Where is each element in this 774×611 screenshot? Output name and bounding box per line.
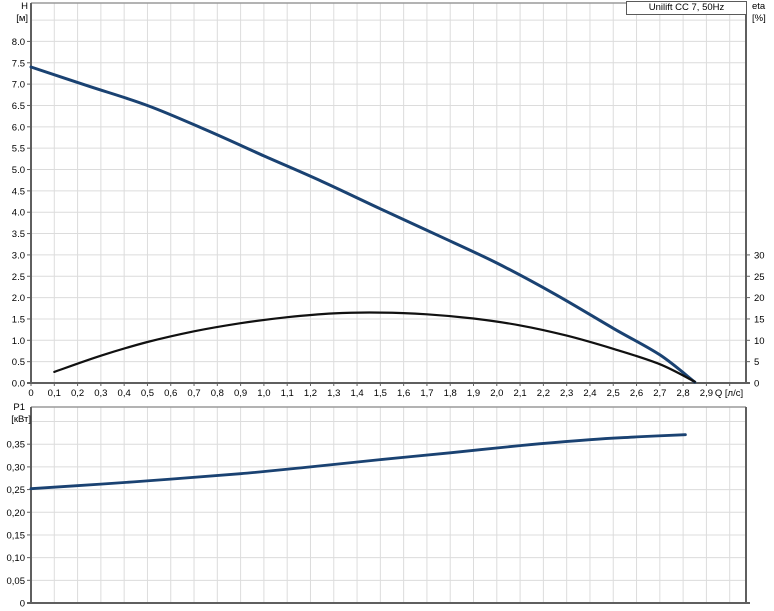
h-axis-label: H <box>21 1 28 12</box>
y-axis-tick-label: 0.0 <box>12 379 25 390</box>
y-axis-tick-label: 0,10 <box>7 553 26 564</box>
y-axis-tick-label: 2.5 <box>12 272 25 283</box>
y-axis-tick-label: 0,25 <box>7 485 26 496</box>
x-axis-tick-label: 1,5 <box>374 388 387 399</box>
x-axis-tick-label: 1,4 <box>350 388 363 399</box>
x-axis-tick-label: 2,0 <box>490 388 503 399</box>
x-axis-tick-label: 1,0 <box>257 388 270 399</box>
x-axis-unit-label: Q [л/с] <box>715 388 743 399</box>
x-axis-tick-label: 2,9 <box>700 388 713 399</box>
x-axis-tick-label: 2,3 <box>560 388 573 399</box>
y-axis-tick-label: 8.0 <box>12 37 25 48</box>
power-curve <box>29 433 687 491</box>
right-axis-tick-label: 25 <box>754 272 765 283</box>
x-axis-tick-label: 0,1 <box>48 388 61 399</box>
y-axis-tick-label: 7.0 <box>12 80 25 91</box>
x-axis-tick-label: 2,8 <box>677 388 690 399</box>
p1-axis-label: P1 <box>13 402 25 413</box>
y-axis-tick-label: 5.0 <box>12 165 25 176</box>
x-axis-tick-label: 2,7 <box>653 388 666 399</box>
chart-title-box: Unilift CC 7, 50Hz <box>626 1 747 15</box>
y-axis-tick-label: 4.0 <box>12 208 25 219</box>
eta-axis-label: eta <box>752 1 766 12</box>
right-axis-tick-label: 20 <box>754 293 765 304</box>
x-axis-tick-label: 1,1 <box>281 388 294 399</box>
eta-axis-unit-label: [%] <box>752 13 766 24</box>
x-axis-tick-label: 1,8 <box>444 388 457 399</box>
y-axis-tick-label: 0,35 <box>7 440 26 451</box>
p1-axis-unit-label: [кВт] <box>11 414 31 425</box>
x-axis-tick-label: 1,3 <box>327 388 340 399</box>
right-axis-tick-label: 0 <box>754 379 759 390</box>
x-axis-tick-label: 2,6 <box>630 388 643 399</box>
x-axis-tick-label: 0 <box>28 388 33 399</box>
x-axis-tick-label: 0,3 <box>94 388 107 399</box>
y-axis-tick-label: 4.5 <box>12 186 25 197</box>
x-axis-tick-label: 1,7 <box>420 388 433 399</box>
x-axis-tick-label: 0,9 <box>234 388 247 399</box>
y-axis-tick-label: 0.5 <box>12 357 25 368</box>
x-axis-tick-label: 2,2 <box>537 388 550 399</box>
right-axis-tick-label: 10 <box>754 336 765 347</box>
y-axis-tick-label: 1.0 <box>12 336 25 347</box>
y-axis-tick-label: 3.0 <box>12 250 25 261</box>
h-axis-unit-label: [м] <box>16 13 28 24</box>
y-axis-tick-label: 0,05 <box>7 576 26 587</box>
y-axis-tick-label: 3.5 <box>12 229 25 240</box>
y-axis-tick-label: 2.0 <box>12 293 25 304</box>
right-axis-tick-label: 15 <box>754 314 765 325</box>
x-axis-tick-label: 0,4 <box>118 388 131 399</box>
x-axis-tick-label: 0,2 <box>71 388 84 399</box>
x-axis-tick-label: 1,6 <box>397 388 410 399</box>
right-axis-tick-label: 30 <box>754 250 765 261</box>
x-axis-tick-label: 2,1 <box>513 388 526 399</box>
y-axis-tick-label: 0,30 <box>7 462 26 473</box>
right-axis-tick-label: 5 <box>754 357 759 368</box>
y-axis-tick-label: 0,15 <box>7 530 26 541</box>
efficiency-curve <box>53 311 696 383</box>
y-axis-tick-label: 6.0 <box>12 122 25 133</box>
y-axis-tick-label: 6.5 <box>12 101 25 112</box>
y-axis-tick-label: 7.5 <box>12 58 25 69</box>
x-axis-tick-label: 0,7 <box>187 388 200 399</box>
y-axis-tick-label: 0 <box>20 599 25 610</box>
y-axis-tick-label: 1.5 <box>12 314 25 325</box>
x-axis-tick-label: 0,8 <box>211 388 224 399</box>
x-axis-tick-label: 0,5 <box>141 388 154 399</box>
x-axis-tick-label: 2,4 <box>583 388 596 399</box>
x-axis-tick-label: 0,6 <box>164 388 177 399</box>
x-axis-tick-label: 1,9 <box>467 388 480 399</box>
head-curve <box>29 65 697 384</box>
x-axis-tick-label: 1,2 <box>304 388 317 399</box>
x-axis-tick-label: 2,5 <box>607 388 620 399</box>
y-axis-tick-label: 5.5 <box>12 144 25 155</box>
y-axis-tick-label: 0,20 <box>7 508 26 519</box>
